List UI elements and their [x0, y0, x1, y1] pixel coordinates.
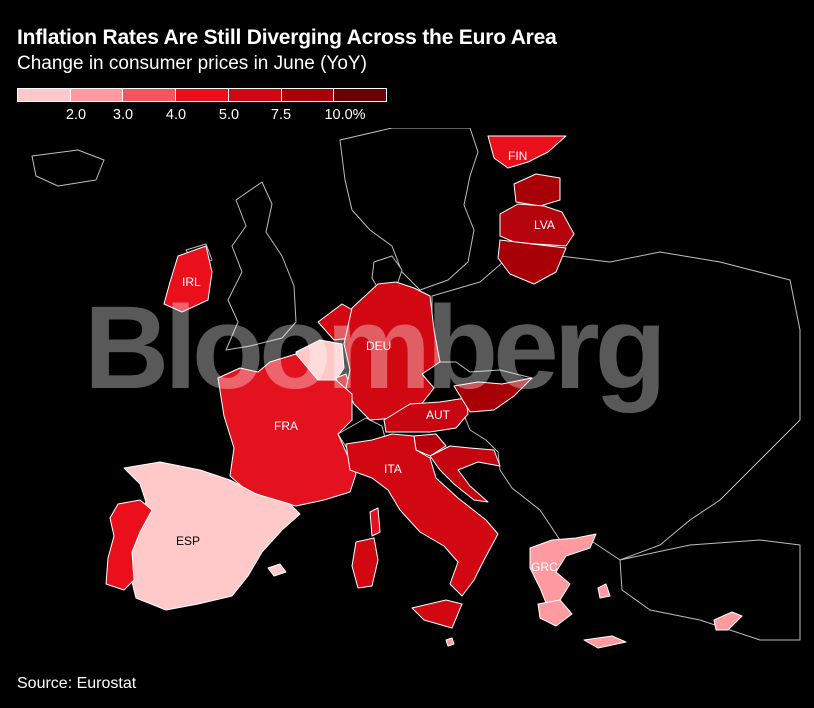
country-ita-sicily	[411, 599, 463, 629]
color-legend: 2.0 3.0 4.0 5.0 7.5 10.0%	[17, 88, 387, 128]
chart-title: Inflation Rates Are Still Diverging Acro…	[17, 26, 557, 49]
country-hrv	[429, 445, 501, 503]
country-fin	[487, 135, 567, 169]
country-fra-corsica	[369, 507, 381, 537]
country-ita	[345, 433, 499, 597]
country-grc-islands	[597, 583, 611, 599]
country-deu	[343, 281, 441, 421]
country-prt	[105, 499, 153, 591]
label-fin: FIN	[508, 149, 527, 163]
legend-swatch-bin-4	[175, 89, 228, 101]
legend-swatch-bin-1	[18, 89, 70, 101]
country-cyp	[713, 611, 743, 631]
iceland-fragment	[31, 149, 105, 187]
source-note: Source: Eurostat	[17, 675, 137, 692]
label-irl: IRL	[182, 275, 201, 289]
country-ita-sardinia	[351, 537, 379, 589]
legend-swatch-bin-5	[227, 89, 281, 101]
label-deu: DEU	[366, 339, 391, 353]
legend-swatch-bin-7	[333, 89, 387, 101]
legend-swatch-bin-6	[280, 89, 334, 101]
country-ltu	[497, 239, 567, 285]
legend-swatch-bin-3	[122, 89, 176, 101]
legend-tick-10: 10.0%	[324, 107, 366, 123]
country-lva	[499, 203, 575, 247]
label-grc: GRC	[531, 560, 558, 574]
legend-swatches	[17, 88, 387, 102]
country-mlt	[445, 637, 455, 647]
legend-tick-2: 2.0	[65, 107, 87, 123]
europe-map: Bloomberg FIN LVA IRL DEU FRA AUT ITA ES…	[31, 128, 801, 649]
country-irl	[163, 245, 213, 313]
legend-tick-7-5: 7.5	[270, 107, 292, 123]
scandinavia	[339, 128, 479, 291]
country-svk	[453, 377, 533, 413]
legend-swatch-bin-2	[69, 89, 123, 101]
euro-area	[105, 135, 743, 649]
chart-subtitle: Change in consumer prices in June (YoY)	[17, 53, 367, 74]
country-fra	[217, 353, 357, 507]
bloomberg-watermark: Bloomberg	[84, 282, 662, 414]
country-grc-peloponnese	[537, 599, 573, 627]
great-britain	[225, 181, 297, 351]
legend-tick-3: 3.0	[112, 107, 134, 123]
country-grc	[529, 533, 597, 609]
country-grc-crete	[583, 635, 627, 649]
legend-tick-4: 4.0	[165, 107, 187, 123]
label-lva: LVA	[534, 218, 555, 232]
country-est	[513, 173, 561, 207]
turkey	[619, 539, 801, 641]
label-aut: AUT	[426, 408, 451, 422]
country-aut	[383, 397, 469, 433]
label-esp: ESP	[176, 534, 200, 548]
country-labels: FIN LVA IRL DEU FRA AUT ITA ESP GRC	[176, 149, 558, 574]
non-euro-land	[31, 128, 801, 641]
label-ita: ITA	[384, 462, 402, 476]
country-esp-islands	[267, 563, 287, 577]
legend-tick-5: 5.0	[218, 107, 240, 123]
label-fra: FRA	[274, 419, 298, 433]
